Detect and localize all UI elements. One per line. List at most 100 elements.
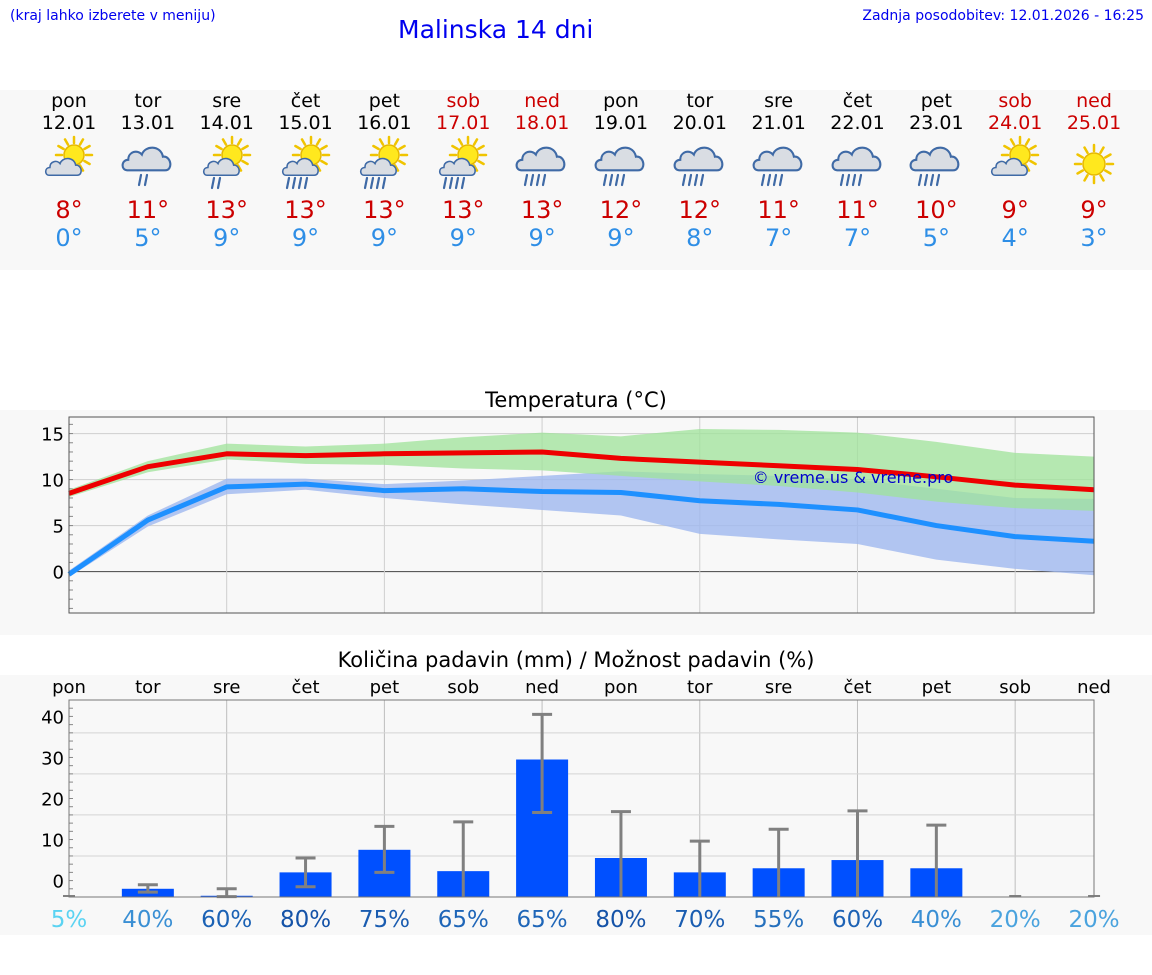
- max-temp: 9°: [1001, 196, 1029, 224]
- day-column: sob 17.01 13° 9°: [423, 90, 503, 252]
- weather-icon-cell: [29, 134, 109, 194]
- day-name: sob: [998, 90, 1032, 112]
- plot-area: [69, 700, 1094, 897]
- day-column: pon 19.01 12° 9°: [581, 90, 661, 252]
- day-date: 16.01: [357, 112, 412, 134]
- day-column: sre 21.01 11° 7°: [739, 90, 819, 252]
- weather-icon-cell: [660, 134, 740, 194]
- min-temp-range-band: [69, 471, 1094, 578]
- min-temp: 0°: [55, 224, 83, 252]
- day-label: sre: [765, 677, 792, 698]
- precip-chance-label: 75%: [359, 907, 410, 933]
- day-label: pet: [922, 677, 952, 698]
- max-temp: 10°: [915, 196, 958, 224]
- weather-icon-cell: [739, 134, 819, 194]
- max-temp: 13°: [520, 196, 564, 224]
- max-temp: 13°: [363, 196, 406, 224]
- day-date: 14.01: [199, 112, 254, 134]
- day-label: pon: [52, 677, 86, 698]
- cloud-heavy-rain-icon: [831, 146, 881, 187]
- weather-icon-cell: [581, 134, 661, 194]
- day-label: pet: [370, 677, 400, 698]
- cloud-heavy-rain-icon: [752, 146, 802, 187]
- day-name: pon: [603, 90, 639, 112]
- sun-cloud-icon: [44, 135, 94, 177]
- min-temp: 7°: [843, 224, 872, 252]
- day-name: tor: [686, 90, 714, 112]
- day-label: tor: [687, 677, 713, 698]
- day-name: ned: [524, 90, 560, 112]
- min-temp: 9°: [449, 224, 477, 252]
- day-name: pet: [368, 90, 400, 112]
- day-label: čet: [843, 677, 871, 698]
- day-label: sob: [447, 677, 479, 698]
- sun-cloud-heavy-rain-icon: [439, 135, 488, 190]
- day-column: ned 25.01 9° 3°: [1054, 90, 1134, 252]
- max-temp: 9°: [1080, 196, 1108, 224]
- watermark: © vreme.us & vreme.pro: [753, 468, 954, 487]
- day-name: tor: [134, 90, 162, 112]
- location-menu-hint[interactable]: (kraj lahko izberete v meniju): [10, 8, 216, 24]
- weather-icon-cell: [344, 134, 424, 194]
- weather-icon-cell: [187, 134, 267, 194]
- plot-frame: [68, 416, 1095, 614]
- y-tick-label: 10: [41, 831, 64, 852]
- cloud-heavy-rain-icon: [673, 146, 724, 187]
- min-temp: 4°: [1001, 224, 1029, 252]
- day-name: čet: [290, 90, 321, 112]
- y-tick-label: 0: [53, 872, 64, 893]
- day-date: 12.01: [41, 112, 97, 134]
- day-label: čet: [292, 677, 320, 698]
- day-date: 17.01: [436, 112, 491, 134]
- y-tick-label: 20: [41, 790, 64, 811]
- min-temp: 5°: [134, 224, 162, 252]
- y-tick-label: 30: [41, 748, 64, 769]
- max-temp: 11°: [836, 196, 879, 224]
- max-temp: 11°: [757, 196, 800, 224]
- max-temp: 13°: [284, 196, 327, 224]
- day-column: pet 23.01 10° 5°: [896, 90, 976, 252]
- day-column: čet 22.01 11° 7°: [818, 90, 898, 252]
- y-tick-label: 10: [41, 471, 64, 492]
- max-temp: 13°: [205, 196, 248, 224]
- min-temp: 3°: [1080, 224, 1108, 252]
- last-update: Zadnja posodobitev: 12.01.2026 - 16:25: [862, 8, 1144, 24]
- day-date: 21.01: [751, 112, 806, 134]
- day-name: sre: [764, 90, 794, 112]
- day-column: tor 20.01 12° 8°: [660, 90, 740, 252]
- max-temp-line: [68, 449, 1095, 496]
- min-temp: 5°: [922, 224, 950, 252]
- day-date: 22.01: [830, 112, 885, 134]
- precip-chance-label: 80%: [595, 907, 646, 933]
- precip-chance-label: 70%: [674, 907, 725, 933]
- weather-icon-cell: [108, 134, 188, 194]
- forecast-band: [0, 90, 1152, 270]
- day-column: pet 16.01 13° 9°: [344, 90, 424, 252]
- day-date: 19.01: [593, 112, 649, 134]
- sun-icon: [1073, 143, 1115, 185]
- weather-icon-cell: [266, 134, 346, 194]
- sun-cloud-icon: [991, 135, 1040, 177]
- day-date: 20.01: [672, 112, 727, 134]
- precip-chance-label: 40%: [911, 907, 962, 933]
- precip-chance-label: 55%: [753, 907, 804, 933]
- precipitation-chart-title: Količina padavin (mm) / Možnost padavin …: [337, 648, 815, 672]
- min-temp-line: [67, 481, 1095, 577]
- cloud-heavy-rain-icon: [515, 146, 566, 187]
- precip-chance-label: 60%: [201, 907, 252, 933]
- day-label: ned: [1077, 677, 1111, 698]
- y-tick-label: 15: [41, 425, 64, 446]
- sun-cloud-heavy-rain-icon: [281, 135, 330, 190]
- day-column: tor 13.01 11° 5°: [108, 90, 188, 252]
- day-label: ned: [525, 677, 559, 698]
- max-temp: 13°: [441, 196, 485, 224]
- precip-chance-label: 5%: [51, 907, 88, 933]
- sun-cloud-heavy-rain-icon: [360, 135, 409, 190]
- day-column: čet 15.01 13° 9°: [266, 90, 346, 252]
- cloud-heavy-rain-icon: [909, 146, 960, 187]
- day-label: tor: [135, 677, 161, 698]
- weather-icon-cell: [423, 134, 503, 194]
- day-date: 15.01: [278, 112, 333, 134]
- day-date: 23.01: [909, 112, 964, 134]
- temperature-chart-title: Temperatura (°C): [485, 388, 667, 412]
